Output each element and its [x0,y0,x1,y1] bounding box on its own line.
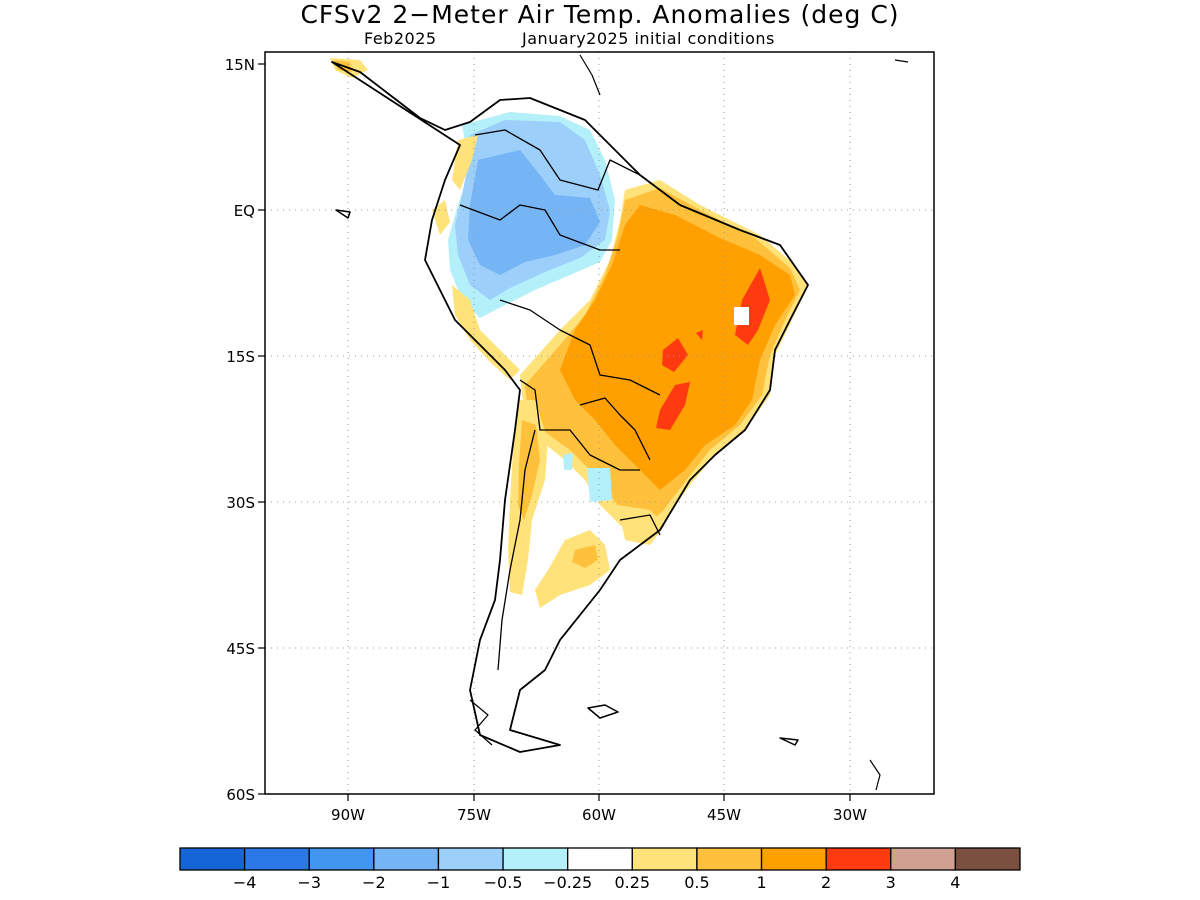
lon-labels: 90W 75W 60W 45W 30W [331,806,867,824]
lat-label-45s: 45S [226,640,255,658]
forecast-month: Feb2025 [364,29,437,48]
anomaly-argentina-warm [572,545,598,568]
colorbar-label: −3 [297,873,321,892]
colorbar-swatch [437,847,504,871]
axis-ticks [258,63,851,801]
lon-label-60w: 60W [582,806,616,824]
colorbar-swatch [243,847,310,871]
lat-label-60s: 60S [226,786,255,804]
colorbar-swatch [567,847,633,871]
colorbar-swatch [179,847,246,871]
colorbar-swatch [954,847,1021,871]
colorbar-label: 0.25 [614,873,650,892]
lat-label-30s: 30S [226,494,255,512]
anomaly-brazil-hot-2 [662,338,688,372]
colorbar-label: −0.5 [484,873,523,892]
colorbar-swatch [502,847,569,871]
colorbar-label: 2 [821,873,831,892]
anomaly-missing-cell [734,307,749,325]
initial-conditions: January2025 initial conditions [522,29,775,48]
map-title: CFSv2 2−Meter Air Temp. Anomalies (deg C… [300,0,900,29]
colorbar-swatch [760,847,827,871]
lat-label-15n: 15N [225,56,255,74]
anomaly-brazil-hot-1 [735,268,770,345]
colorbar-label: −0.25 [543,873,592,892]
colorbar-label: 3 [886,873,896,892]
anomaly-peru-coast [452,285,520,380]
lon-label-75w: 75W [457,806,491,824]
colorbar-swatch [890,847,957,871]
anomaly-nw-mid-blue [468,150,600,275]
anomaly-argentina-cool-2 [563,453,573,470]
colorbar-label: −1 [427,873,451,892]
colorbar-swatch [373,847,440,871]
lat-label-15s: 15S [226,348,255,366]
coastlines [331,54,909,791]
lat-labels: 15N EQ 15S 30S 45S 60S [225,56,255,804]
lon-label-30w: 30W [833,806,867,824]
colorbar-label: 0.5 [684,873,709,892]
lat-label-eq: EQ [234,202,255,220]
colorbar: −4 −3 −2 −1 −0.5 −0.25 0.25 0.5 1 2 3 4 [179,847,1021,892]
anomaly-field [330,58,808,752]
colorbar-swatch [308,847,375,871]
colorbar-label: −4 [233,873,257,892]
colorbar-swatch [696,847,763,871]
anomaly-brazil-hot-3 [656,382,690,430]
colorbar-label: 1 [756,873,766,892]
anomaly-brazil-hot-4 [696,330,703,340]
colorbar-label: −2 [362,873,386,892]
anomaly-chile-warm [518,420,540,520]
colorbar-swatch [631,847,698,871]
lon-label-45w: 45W [707,806,741,824]
colorbar-label: 4 [950,873,960,892]
colorbar-swatch [825,847,892,871]
lon-label-90w: 90W [331,806,365,824]
